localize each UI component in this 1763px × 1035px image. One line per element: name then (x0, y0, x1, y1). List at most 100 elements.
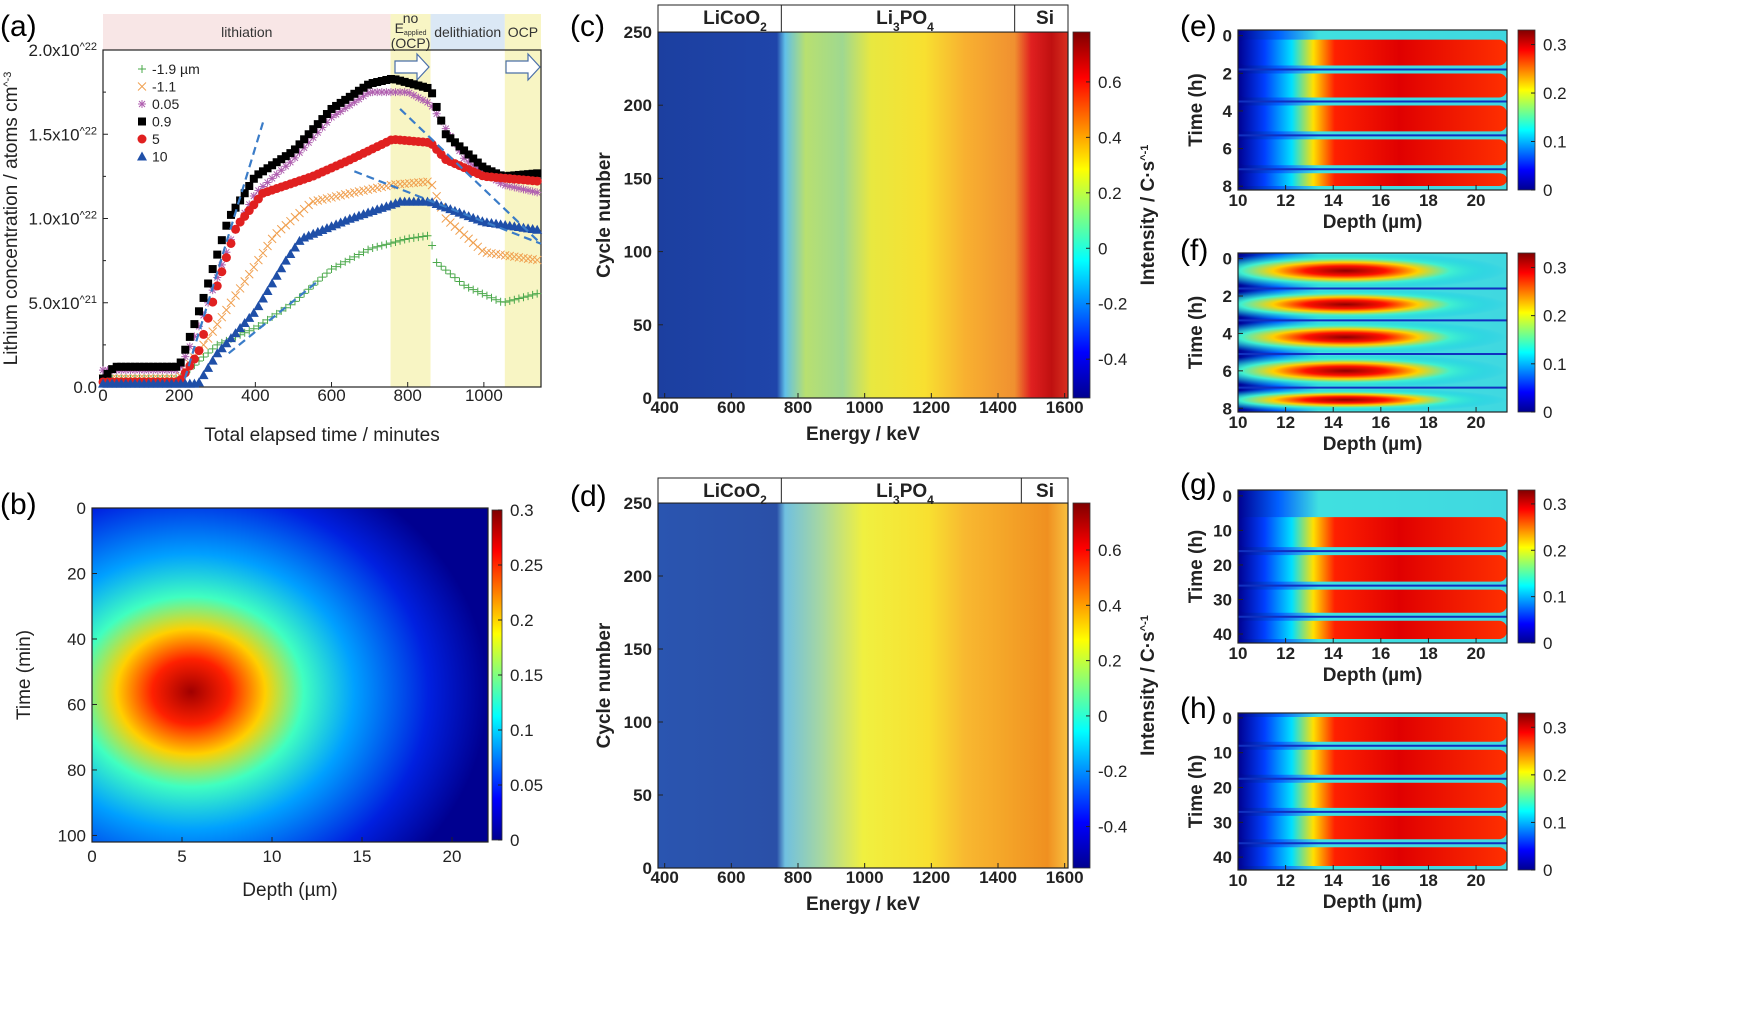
x-tick-label: 20 (1467, 413, 1486, 432)
data-point (263, 241, 272, 251)
data-point (112, 362, 121, 371)
heatmap-band (1238, 847, 1507, 866)
data-point (473, 287, 482, 296)
data-point (318, 123, 327, 132)
y-tick-label: 100 (624, 713, 652, 732)
y-axis-label: Time (h) (1186, 755, 1207, 829)
y-axis-label: Time (min) (14, 630, 35, 720)
data-point (455, 146, 464, 155)
heatmap-band (1238, 517, 1507, 548)
data-point (212, 348, 223, 358)
heatmap-band (1238, 173, 1507, 186)
data-point (267, 234, 277, 244)
panel-label: (d) (570, 480, 607, 513)
legend-label: 5 (152, 131, 160, 147)
data-point (524, 186, 533, 195)
data-point (341, 104, 350, 113)
heatmap-band (1238, 322, 1507, 353)
y-tick-label: 100 (624, 243, 652, 262)
data-point (240, 328, 249, 337)
region-label: Si (1036, 8, 1054, 29)
legend-label: 0.9 (152, 114, 172, 130)
colorbar-tick-label: -0.2 (1098, 762, 1127, 781)
data-point (487, 293, 496, 302)
data-point (336, 107, 345, 116)
data-point (377, 88, 386, 97)
data-point (345, 92, 354, 101)
data-point (364, 245, 373, 254)
data-point (295, 148, 304, 157)
y-tick-label: 6 (1223, 362, 1232, 381)
x-tick-label: 10 (1229, 413, 1248, 432)
y-tick-label: 20 (67, 564, 86, 583)
data-point (469, 285, 478, 294)
x-axis-label: Depth (µm) (1323, 212, 1423, 233)
data-point (126, 362, 135, 371)
colorbar-label: Intensity / C·s^-1 (1138, 615, 1159, 756)
colorbar-tick-label: 0 (1543, 861, 1552, 880)
data-point (345, 255, 354, 264)
data-point (263, 178, 272, 187)
y-tick-label: 10 (1213, 521, 1232, 540)
data-point (176, 358, 185, 367)
data-point (473, 158, 482, 167)
colorbar (1517, 252, 1536, 413)
data-point (249, 324, 258, 333)
data-point (359, 248, 368, 257)
data-point (432, 102, 441, 111)
region-header (657, 477, 1069, 504)
data-point (258, 182, 267, 191)
data-point (130, 362, 139, 371)
data-point (313, 120, 322, 129)
data-point (295, 140, 304, 149)
data-point (400, 77, 409, 86)
heatmap-band (1238, 389, 1507, 410)
y-tick-label: 4 (1223, 102, 1233, 121)
data-point (396, 76, 405, 85)
y-tick-label: 50 (633, 316, 652, 335)
data-point (391, 88, 400, 97)
data-point (532, 255, 542, 265)
x-tick-label: 1600 (1046, 398, 1084, 417)
data-point (345, 101, 354, 110)
data-point (272, 158, 281, 167)
x-tick-label: 16 (1371, 191, 1390, 210)
y-tick-label: 40 (67, 630, 86, 649)
panel-label: (c) (570, 10, 605, 43)
data-point (405, 79, 414, 88)
colorbar-tick-label: 0.6 (1098, 541, 1122, 560)
x-tick-label: 10 (1229, 871, 1248, 890)
x-tick-label: 20 (1467, 871, 1486, 890)
data-point (244, 269, 254, 279)
data-point (437, 262, 446, 271)
heatmap-band (1238, 782, 1507, 808)
data-point (423, 98, 432, 107)
data-point (290, 153, 299, 162)
data-point (532, 224, 543, 234)
colorbar-tick-label: 0.1 (1543, 133, 1567, 152)
data-point (482, 291, 491, 300)
colorbar-tick-label: 0 (1543, 634, 1552, 653)
data-point (478, 289, 487, 298)
data-point (441, 130, 450, 139)
x-tick-label: 400 (241, 386, 269, 405)
colorbar-tick-label: 0 (510, 831, 519, 850)
data-point (248, 307, 259, 317)
data-point (428, 89, 437, 98)
data-point (514, 294, 523, 303)
data-point (286, 158, 295, 167)
y-tick-label: 2 (1223, 287, 1232, 306)
legend-marker (137, 82, 147, 91)
data-point (193, 377, 204, 387)
x-tick-label: 12 (1276, 413, 1295, 432)
data-point (263, 164, 272, 173)
x-tick-label: 1400 (979, 868, 1017, 887)
x-tick-label: 18 (1419, 413, 1438, 432)
data-point (428, 102, 437, 111)
colorbar-tick-label: -0.2 (1098, 295, 1127, 314)
data-point (336, 260, 345, 269)
region-label: Li3PO4 (876, 8, 934, 34)
data-point (418, 82, 427, 91)
data-point (286, 149, 295, 158)
x-axis-label: Depth (µm) (242, 880, 337, 901)
